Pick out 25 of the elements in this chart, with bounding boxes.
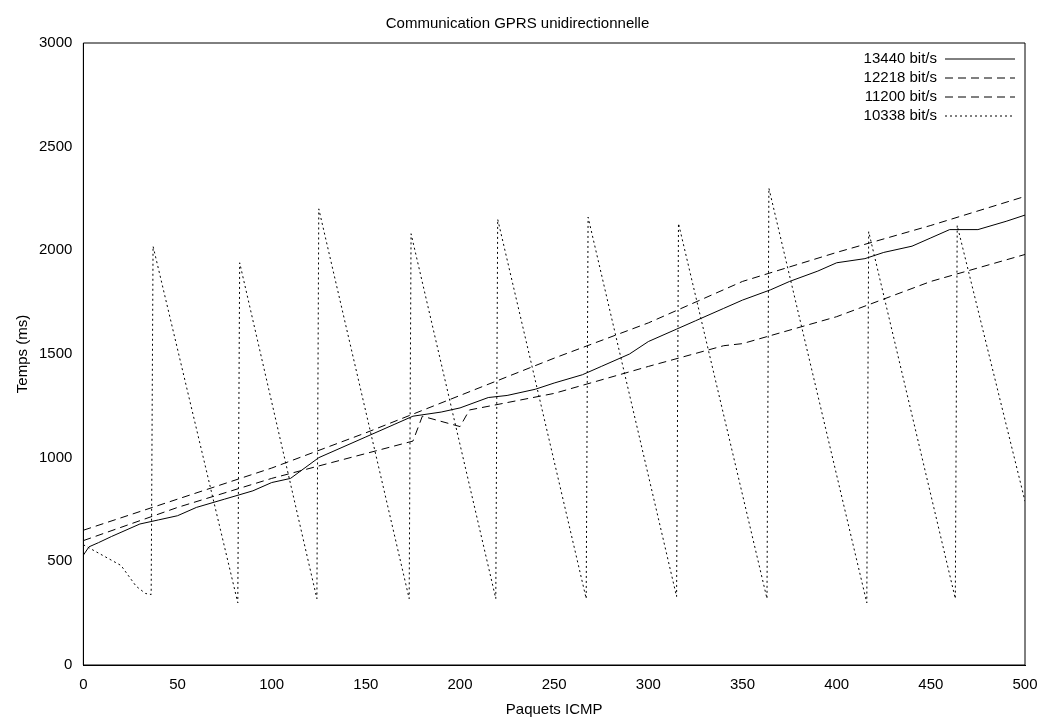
y-tick-label: 500: [47, 551, 73, 569]
x-tick-label: 450: [918, 675, 944, 693]
x-tick-label: 100: [259, 675, 285, 693]
x-tick-label: 0: [79, 675, 88, 693]
x-tick-label: 300: [635, 675, 661, 693]
legend-label: 10338 bit/s: [863, 106, 937, 124]
x-tick-label: 150: [353, 675, 379, 693]
x-tick-label: 200: [447, 675, 473, 693]
x-tick-label: 400: [824, 675, 850, 693]
y-tick-label: 1000: [38, 447, 73, 465]
y-tick-label: 0: [64, 655, 73, 673]
legend-label: 13440 bit/s: [863, 49, 937, 67]
x-tick-label: 250: [541, 675, 567, 693]
legend-label: 11200 bit/s: [864, 87, 937, 105]
x-tick-label: 350: [730, 675, 756, 693]
y-tick-label: 1500: [38, 344, 73, 362]
x-tick-label: 500: [1012, 675, 1038, 693]
legend-label: 12218 bit/s: [863, 68, 937, 86]
x-tick-label: 50: [169, 675, 186, 693]
y-tick-label: 2500: [38, 136, 73, 154]
y-tick-label: 2000: [38, 240, 73, 258]
chart-title: Communication GPRS unidirectionnelle: [385, 14, 650, 32]
x-axis-title: Paquets ICMP: [505, 700, 603, 718]
y-axis-title: Temps (ms): [13, 314, 31, 394]
y-tick-label: 3000: [38, 33, 73, 51]
